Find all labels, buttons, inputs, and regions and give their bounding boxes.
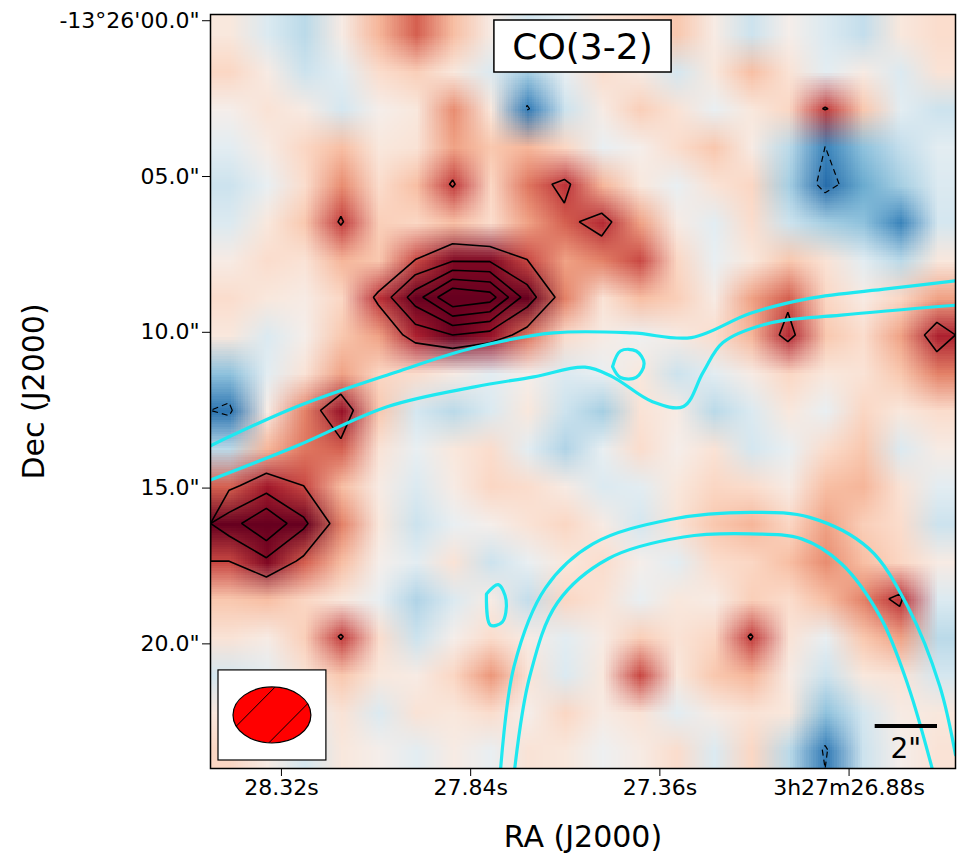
svg-text:Dec (J2000): Dec (J2000) bbox=[16, 303, 51, 479]
svg-text:RA (J2000): RA (J2000) bbox=[504, 819, 662, 854]
svg-text:CO(3-2): CO(3-2) bbox=[512, 26, 652, 67]
svg-text:15.0": 15.0" bbox=[140, 475, 199, 500]
svg-text:28.32s: 28.32s bbox=[244, 775, 318, 800]
svg-text:20.0": 20.0" bbox=[140, 631, 199, 656]
svg-text:10.0": 10.0" bbox=[140, 319, 199, 344]
svg-text:05.0": 05.0" bbox=[140, 164, 199, 189]
svg-text:-13°26'00.0": -13°26'00.0" bbox=[59, 8, 199, 33]
svg-text:3h27m26.88s: 3h27m26.88s bbox=[773, 775, 925, 800]
svg-text:27.36s: 27.36s bbox=[623, 775, 697, 800]
svg-text:2": 2" bbox=[890, 732, 921, 765]
svg-text:27.84s: 27.84s bbox=[433, 775, 507, 800]
